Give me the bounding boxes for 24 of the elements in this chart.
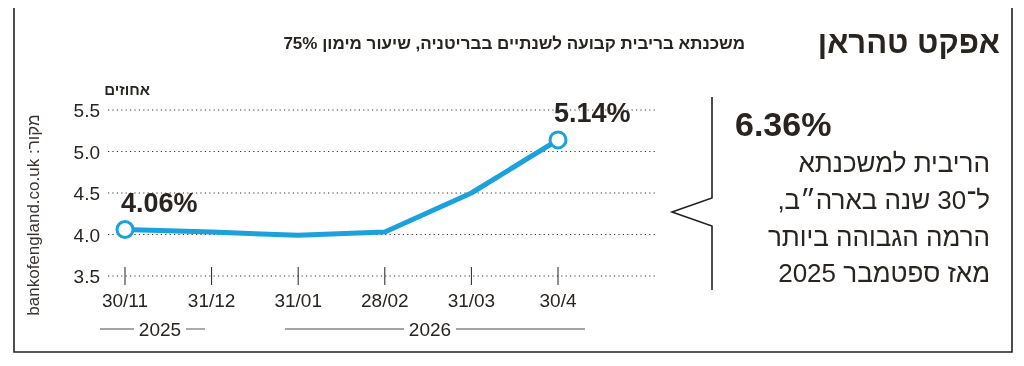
text: מקור: bankofengland.co.uk	[24, 114, 43, 316]
x-tick-label: 28/02	[361, 290, 409, 311]
data-label: 5.14%	[554, 97, 631, 128]
text: הרמה הגבוהה ביותר	[767, 222, 990, 252]
text: מאז ספטמבר 2025	[778, 258, 990, 288]
y-tick-label: 5.5	[73, 100, 100, 121]
text: 6.36%	[735, 105, 832, 143]
text: אפקט טהראן	[817, 25, 1000, 60]
y-tick-label: 3.5	[73, 266, 100, 287]
y-tick-label: 4.0	[73, 224, 100, 246]
x-tick-label: 30/11	[101, 290, 149, 311]
y-tick-label: 5.0	[73, 141, 100, 163]
data-label: 4.06%	[121, 187, 198, 218]
text: הריבית למשכנתא	[798, 148, 990, 178]
text: 2025	[138, 319, 182, 340]
y-axis-title: אחוזים	[104, 81, 150, 98]
text: ל־30 שנה בארה״ב,	[777, 185, 990, 215]
y-tick-label: 4.5	[73, 183, 100, 204]
chart-subtitle: משכנתא בריבית קבועה לשנתיים בבריטניה, שיעור מימון 75%	[283, 34, 745, 53]
x-tick-label: 31/01	[274, 290, 322, 311]
x-tick-label: 31/12	[187, 290, 236, 311]
x-tick-label: 30/4	[539, 290, 577, 311]
text: 2026	[408, 319, 452, 340]
x-tick-label: 31/03	[447, 290, 496, 311]
